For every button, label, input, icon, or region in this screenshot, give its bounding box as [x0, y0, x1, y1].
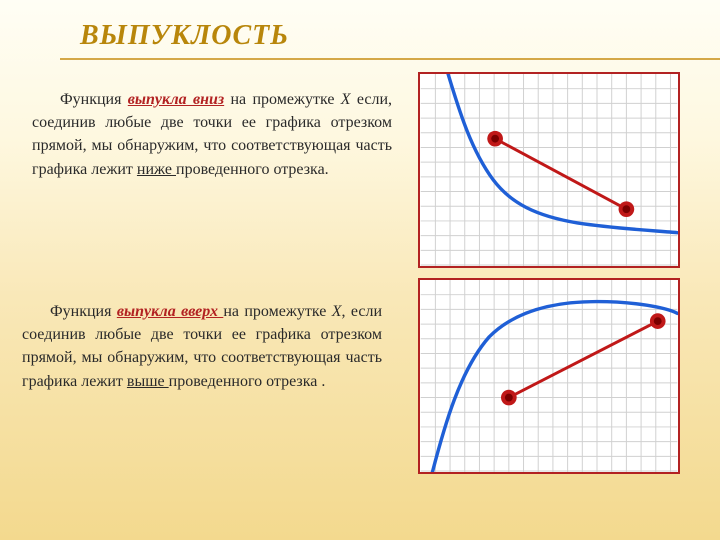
p2-pre: Функция [50, 303, 117, 320]
p2-var: X [332, 303, 342, 320]
p1-var: X [341, 91, 351, 108]
chart-convex-up [418, 278, 680, 474]
title-rule [60, 58, 720, 60]
paragraph-convex-down: Функция выпукла вниз на промежутке X есл… [32, 88, 392, 181]
chart-convex-down [418, 72, 680, 268]
chart2-svg [420, 280, 678, 472]
p1-pre: Функция [60, 91, 128, 108]
p2-post: проведенного отрезка . [169, 373, 326, 390]
p1-term: выпукла вниз [128, 91, 224, 108]
chart1-grid [421, 74, 678, 266]
p1-mid1: на промежутке [224, 91, 341, 108]
p1-post: проведенного отрезка. [176, 161, 329, 178]
chart1-svg [420, 74, 678, 266]
p2-dir: выше [127, 373, 169, 390]
paragraph-convex-up: Функция выпукла вверх на промежутке X, е… [22, 300, 382, 393]
chart2-chord [509, 321, 658, 397]
p1-dir: ниже [137, 161, 176, 178]
page-title: ВЫПУКЛОСТЬ [80, 20, 289, 52]
p2-mid1: на промежутке [223, 303, 331, 320]
p2-term: выпукла вверх [117, 303, 224, 320]
chart1-curve [448, 74, 677, 233]
